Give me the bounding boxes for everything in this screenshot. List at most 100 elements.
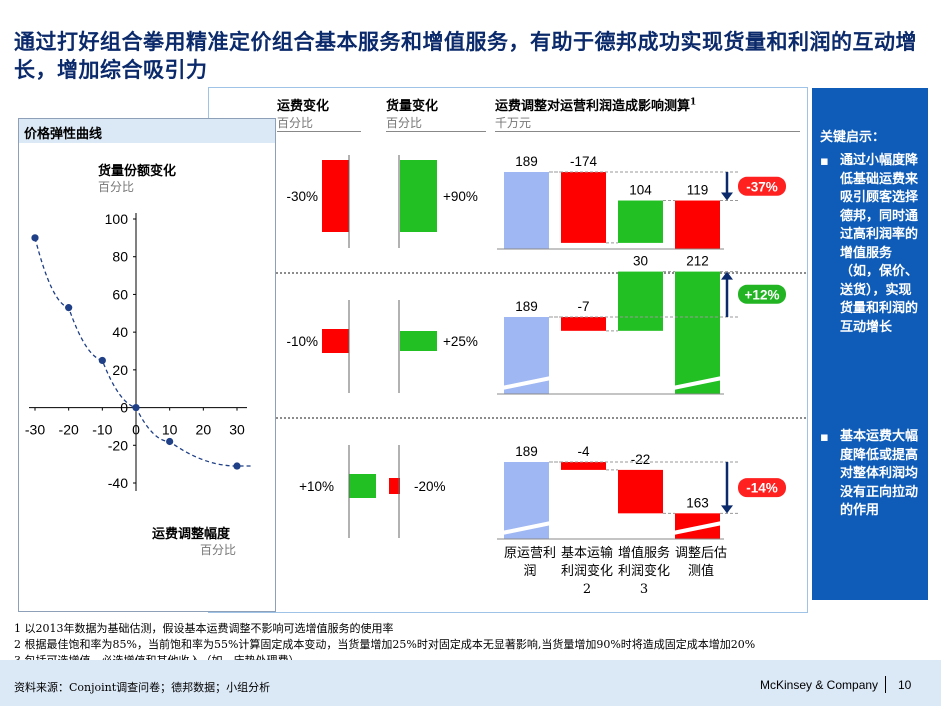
elasticity-panel-title: 价格弹性曲线 xyxy=(24,127,103,142)
waterfall-value-label: 189 xyxy=(515,299,538,314)
elasticity-panel-header-bar xyxy=(19,119,275,143)
waterfall-value-label: -7 xyxy=(577,299,589,314)
key-insights-sidebar: 关键启示： ▪ 通过小幅度降低基础运费来吸引顾客选择德邦，同时通过高利润率的增值… xyxy=(812,88,928,600)
price-change-bar xyxy=(322,160,349,232)
x-tick-label: 30 xyxy=(229,422,245,438)
y-tick-label: 20 xyxy=(112,362,128,378)
footnote-1: 1 以2013年数据为基础估测，假设基本运费调整不影响可选增值服务的使用率 xyxy=(14,622,394,635)
brand-name: McKinsey & Company xyxy=(760,678,879,692)
x-tick-label: 20 xyxy=(196,422,212,438)
volume-change-label: -20% xyxy=(414,479,446,494)
waterfall-bar xyxy=(561,317,606,331)
elasticity-y-unit: 百分比 xyxy=(98,180,135,194)
y-tick-label: 80 xyxy=(112,249,128,265)
elasticity-point xyxy=(31,234,39,242)
elasticity-panel xyxy=(18,118,276,612)
price-change-label: 运费变化 xyxy=(277,99,330,114)
price-change-label: -30% xyxy=(286,189,318,204)
waterfall-bar xyxy=(675,200,720,249)
category-label-3: 调整后估测值 xyxy=(675,546,728,579)
waterfall-value-label: 119 xyxy=(687,183,709,198)
bullet-icon: ▪ xyxy=(820,430,829,445)
change-arrow-head xyxy=(721,271,733,280)
waterfall-bar xyxy=(618,469,663,514)
elasticity-point xyxy=(166,437,174,446)
axis-break-mark xyxy=(501,521,552,535)
y-tick-label: -40 xyxy=(108,475,128,491)
axis-break-mark xyxy=(672,521,723,535)
x-tick-label: 0 xyxy=(132,422,140,438)
waterfall-bar xyxy=(561,462,606,470)
volume-change-bar xyxy=(400,331,437,351)
change-badge-label: -37% xyxy=(746,179,778,194)
change-badge xyxy=(738,478,786,498)
x-tick-label: -10 xyxy=(92,422,112,438)
y-tick-label: -20 xyxy=(108,437,128,453)
change-badge xyxy=(738,284,786,304)
y-tick-label: 0 xyxy=(120,400,128,416)
waterfall-bar xyxy=(618,200,663,243)
volume-change-label: +25% xyxy=(443,334,478,349)
elasticity-point xyxy=(132,403,140,412)
elasticity-x-label: 运费调整幅度 xyxy=(152,527,231,542)
y-tick-label: 40 xyxy=(112,324,128,340)
waterfall-value-label: -174 xyxy=(570,154,598,169)
price-change-bar xyxy=(322,329,349,353)
waterfall-value-label: 189 xyxy=(515,444,538,459)
source-note: 资料来源：Conjoint调查问卷；德邦数据；小组分析 xyxy=(14,681,271,694)
category-label-1: 基本运输利润变化2 xyxy=(561,546,614,597)
elasticity-y-label: 货量份额变化 xyxy=(98,164,177,179)
price-change-header: 运费变化 百分比 xyxy=(277,95,361,132)
page-number: 10 xyxy=(898,678,912,692)
axis-break-mark xyxy=(501,376,552,390)
profit-impact-header: 运费调整对运营利润造成影响测算1 千万元 xyxy=(495,95,800,132)
change-badge xyxy=(738,176,786,196)
change-arrow-head xyxy=(721,505,733,514)
volume-change-bar xyxy=(400,160,437,232)
footnote-2: 2 根据最佳饱和率为85%，当前饱和率为55%计算固定成本变动，当货量增加25%… xyxy=(14,638,756,651)
waterfall-value-label: -22 xyxy=(631,452,651,467)
volume-change-header: 货量变化 百分比 xyxy=(386,95,486,132)
x-tick-label: -20 xyxy=(59,422,79,438)
change-badge-label: +12% xyxy=(745,287,780,302)
waterfall-value-label: 30 xyxy=(633,254,648,269)
elasticity-trendline xyxy=(34,237,253,467)
waterfall-value-label: -4 xyxy=(577,444,589,459)
price-change-label: -10% xyxy=(286,334,318,349)
profit-impact-label: 运费调整对运营利润造成影响测算 xyxy=(495,99,691,114)
waterfall-bar xyxy=(675,271,720,394)
change-badge-label: -14% xyxy=(746,481,778,496)
profit-impact-sup: 1 xyxy=(690,97,697,108)
price-change-unit: 百分比 xyxy=(277,116,314,130)
waterfall-value-label: 163 xyxy=(686,495,709,510)
profit-impact-unit: 千万元 xyxy=(495,116,532,130)
waterfall-value-label: 189 xyxy=(515,154,538,169)
category-label-0: 原运营利润 xyxy=(504,546,557,579)
elasticity-point xyxy=(233,462,241,470)
volume-change-label: 货量变化 xyxy=(386,99,439,114)
volume-change-bar xyxy=(389,478,400,494)
y-tick-label: 60 xyxy=(112,286,128,302)
waterfall-bar xyxy=(618,271,663,331)
sidebar-bullet-1: 通过小幅度降低基础运费来吸引顾客选择德邦，同时通过高利润率的增值服务（如，保价、… xyxy=(840,153,919,335)
y-tick-label: 100 xyxy=(105,211,129,227)
waterfall-value-label: 212 xyxy=(686,254,709,269)
change-arrow-head xyxy=(721,192,733,201)
elasticity-x-unit: 百分比 xyxy=(200,543,237,557)
waterfall-value-label: 104 xyxy=(629,183,652,198)
sidebar-title: 关键启示： xyxy=(820,130,886,145)
page-title: 通过打好组合拳用精准定价组合基本服务和增值服务，有助于德邦成功实现货量和利润的互… xyxy=(14,29,917,82)
volume-change-label: +90% xyxy=(443,189,478,204)
x-tick-label: -30 xyxy=(25,422,45,438)
footer-bar xyxy=(0,660,941,706)
volume-change-unit: 百分比 xyxy=(386,116,423,130)
price-change-bar xyxy=(349,474,376,498)
waterfall-bar xyxy=(504,172,549,249)
price-change-label: +10% xyxy=(299,479,334,494)
category-label-2: 增值服务利润变化3 xyxy=(618,546,671,597)
elasticity-point xyxy=(98,356,106,365)
elasticity-point xyxy=(65,304,73,312)
axis-break-mark xyxy=(672,376,723,390)
